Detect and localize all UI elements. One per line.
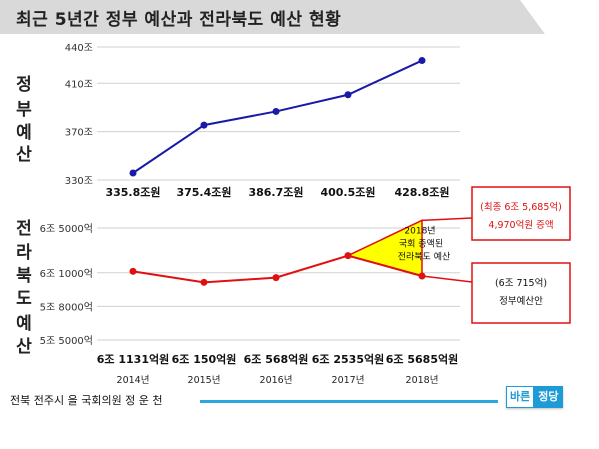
final-budget-callout: [471, 186, 571, 241]
side-label-char: 산: [16, 145, 32, 165]
side-label-char: 정: [16, 75, 32, 95]
data-label: 6조 568억원: [244, 352, 309, 366]
year-label: 2015년: [188, 375, 221, 386]
footer-credit: 전북 전주시 을 국회의원 정 운 천: [10, 394, 163, 407]
side-label-char: 예: [16, 314, 32, 334]
y-tick-label: 330조: [65, 176, 93, 187]
side-label-char: 전: [16, 219, 32, 239]
y-tick-label: 370조: [65, 128, 93, 139]
y-tick-label: 5조 5000억: [40, 335, 93, 347]
data-label: 375.4조원: [176, 185, 231, 199]
data-label: 428.8조원: [394, 185, 449, 199]
logo-part-1: 바른: [506, 386, 535, 408]
data-label: 335.8조원: [105, 185, 160, 199]
gov-callout-connector: [421, 275, 473, 283]
data-point: [129, 267, 137, 275]
gov-callout-line2: 정부예산안: [499, 296, 543, 307]
data-point: [272, 274, 280, 282]
page-title: 최근 5년간 정부 예산과 전라북도 예산 현황: [16, 10, 342, 30]
y-tick-label: 5조 8000억: [40, 301, 93, 313]
side-label-char: 부: [16, 100, 32, 120]
side-label-char: 예: [16, 123, 32, 143]
increase-label-line3: 전라북도 예산: [398, 251, 451, 262]
data-label: 6조 150억원: [172, 352, 237, 366]
increase-label-line2: 국회 증액된: [399, 237, 443, 249]
data-point: [200, 278, 208, 286]
y-tick-label: 6조 5000억: [40, 223, 93, 235]
year-label: 2014년: [117, 375, 150, 386]
data-point: [344, 91, 352, 99]
increase-label-line1: 2018년: [404, 225, 435, 236]
data-point: [200, 121, 208, 129]
footer-divider: [200, 400, 498, 403]
gov-callout-line1: (6조 715억): [495, 277, 547, 289]
gov-proposal-callout: [471, 262, 571, 324]
data-point: [344, 252, 352, 260]
party-logo: 바른 정당: [506, 386, 563, 408]
year-label: 2016년: [260, 375, 293, 386]
y-tick-label: 440조: [65, 43, 93, 54]
y-tick-label: 410조: [65, 79, 93, 90]
title-banner: 최근 5년간 정부 예산과 전라북도 예산 현황: [0, 0, 545, 34]
final-callout-line1: (최종 6조 5,685억): [480, 201, 562, 213]
side-label-char: 산: [16, 337, 32, 357]
data-label: 6조 5685억원: [386, 352, 458, 366]
year-label: 2018년: [406, 375, 439, 386]
government-budget-chart: 440조 410조 370조 330조 정부예산 335.8조원 375.4조원 386.7조…: [16, 43, 460, 199]
data-label: 386.7조원: [248, 185, 303, 199]
data-label: 400.5조원: [320, 185, 375, 199]
y-tick-label: 6조 1000억: [40, 268, 93, 280]
data-label: 6조 1131억원: [97, 352, 169, 366]
side-label-char: 라: [16, 243, 32, 263]
side-label-char: 북: [16, 266, 32, 286]
data-point: [272, 107, 280, 115]
data-point: [129, 169, 137, 177]
data-label: 6조 2535억원: [312, 352, 384, 366]
year-label: 2017년: [332, 375, 365, 386]
data-point: [418, 57, 426, 65]
final-callout-connector: [421, 217, 473, 222]
final-callout-line2: 4,970억원 증액: [488, 219, 553, 231]
logo-part-2: 정당: [534, 386, 563, 408]
side-label-char: 도: [16, 289, 32, 309]
series-line: [132, 59, 423, 174]
